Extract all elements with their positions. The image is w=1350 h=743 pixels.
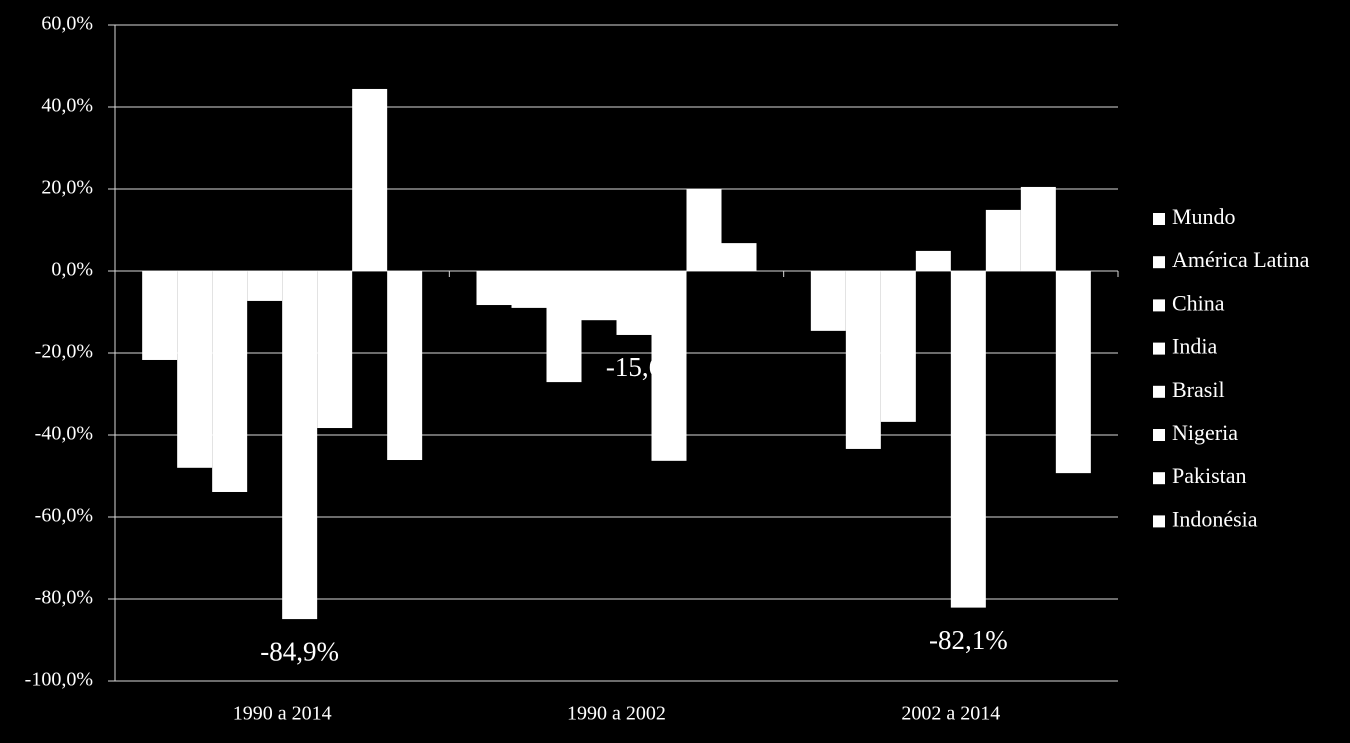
bar xyxy=(581,271,617,321)
bar xyxy=(212,271,248,492)
legend-label: Mundo xyxy=(1172,204,1236,229)
legend-swatch xyxy=(1153,429,1165,441)
bar xyxy=(845,271,881,449)
legend-label: Brasil xyxy=(1172,377,1225,402)
data-label: -84,9% xyxy=(260,636,339,666)
bar xyxy=(282,271,318,620)
legend-label: Indonésia xyxy=(1172,506,1258,531)
bar xyxy=(721,243,757,271)
bar xyxy=(985,209,1021,271)
data-label: -82,1% xyxy=(929,625,1008,655)
bar xyxy=(810,271,846,331)
bar xyxy=(1020,186,1056,271)
y-tick-label: 40,0% xyxy=(41,95,93,117)
bar xyxy=(950,271,986,608)
y-tick-label: 0,0% xyxy=(51,259,93,281)
legend-swatch xyxy=(1153,342,1165,355)
legend-label: Nigeria xyxy=(1172,420,1238,445)
bar xyxy=(352,88,388,272)
bar xyxy=(651,271,687,461)
legend-label: Pakistan xyxy=(1172,463,1247,488)
legend-swatch xyxy=(1153,472,1165,485)
bar xyxy=(247,271,283,301)
legend-swatch xyxy=(1153,256,1165,269)
legend-label: América Latina xyxy=(1172,247,1310,272)
bar xyxy=(880,271,916,422)
bar xyxy=(616,271,652,335)
bar xyxy=(142,271,178,360)
y-tick-label: 20,0% xyxy=(41,177,93,199)
bar xyxy=(1055,271,1091,474)
x-tick-label: 2002 a 2014 xyxy=(901,703,1000,725)
legend-label: India xyxy=(1172,334,1217,359)
bar xyxy=(511,271,547,308)
legend-swatch xyxy=(1153,515,1165,528)
bar xyxy=(546,271,582,383)
bar xyxy=(387,271,423,461)
legend-swatch xyxy=(1153,213,1165,225)
x-tick-label: 1990 a 2002 xyxy=(567,703,666,725)
y-tick-label: 60,0% xyxy=(41,13,93,35)
legend-swatch xyxy=(1153,299,1165,312)
bar xyxy=(915,250,951,271)
y-tick-label: -80,0% xyxy=(35,587,93,609)
legend-swatch xyxy=(1153,385,1165,398)
y-tick-label: -40,0% xyxy=(35,423,93,445)
y-tick-label: -20,0% xyxy=(35,341,93,363)
x-tick-label: 1990 a 2014 xyxy=(233,703,332,725)
bar xyxy=(476,271,512,306)
legend-label: China xyxy=(1172,290,1225,315)
y-tick-label: -60,0% xyxy=(35,505,93,527)
bar xyxy=(317,271,353,429)
bar xyxy=(177,271,213,468)
y-tick-label: -100,0% xyxy=(25,669,93,691)
bar xyxy=(686,189,722,271)
